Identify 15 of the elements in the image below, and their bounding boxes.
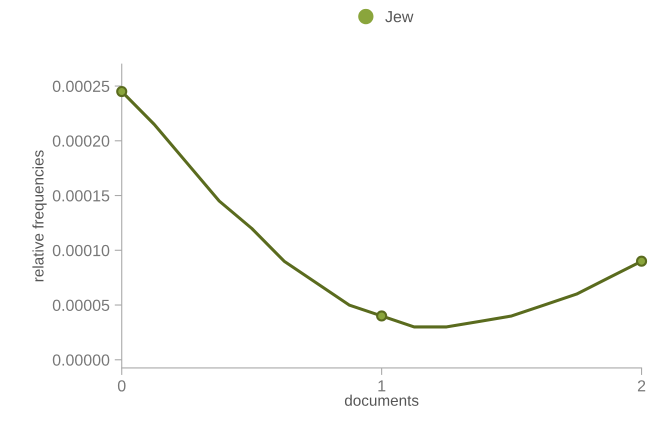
- x-tick-label: 1: [378, 380, 386, 392]
- point: [636, 256, 648, 267]
- y-tick-label: 0.00020: [52, 135, 110, 147]
- y-tick-label: 0.00000: [52, 354, 110, 366]
- y-tick-label: 0.00025: [52, 80, 110, 92]
- point: [376, 310, 388, 322]
- legend-label: Jew: [385, 11, 414, 22]
- y-tick-label: 0.00005: [52, 300, 110, 311]
- x-axis-title: documents: [344, 394, 418, 406]
- y-tick-label: 0.00015: [52, 190, 110, 202]
- y-axis-title: relative frequencies: [32, 150, 47, 282]
- point: [116, 86, 128, 98]
- x-tick-label: 0: [118, 380, 126, 392]
- y-tick-label: 0.00010: [52, 244, 110, 256]
- x-tick-label: 2: [638, 380, 646, 392]
